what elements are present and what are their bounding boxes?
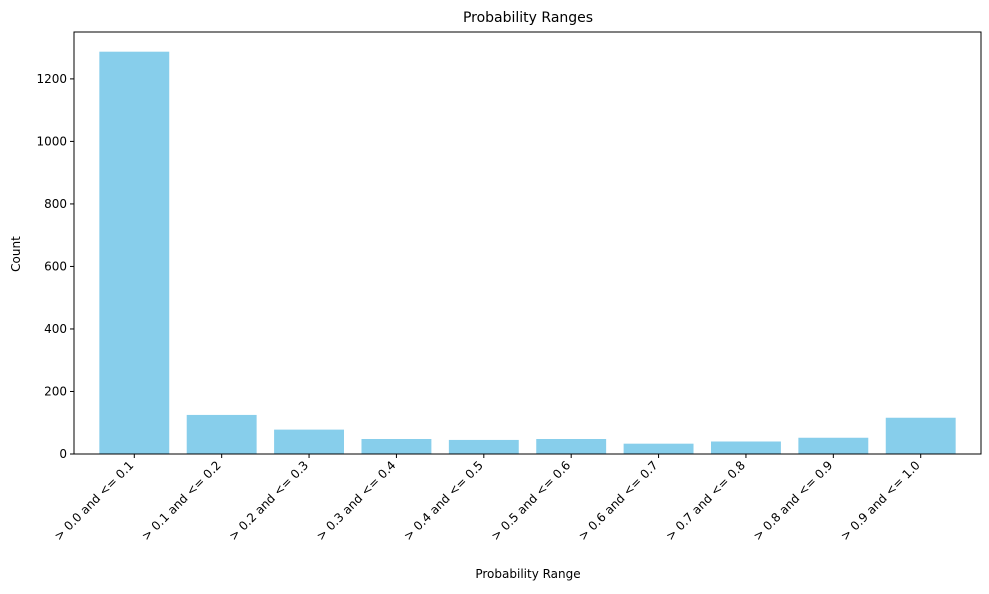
plot-frame — [73, 31, 982, 455]
y-axis-label: Count — [9, 236, 23, 272]
x-tick-label-1: > 0.0 and <= 0.1 — [51, 458, 136, 543]
y-tick-label: 400 — [44, 322, 67, 336]
y-tick-label: 1200 — [36, 72, 67, 86]
bar-2 — [186, 414, 257, 454]
bar-8 — [711, 441, 781, 454]
y-tick-label: 800 — [44, 197, 67, 211]
y-tick-label: 0 — [59, 447, 67, 461]
y-tick-label: 600 — [44, 259, 67, 273]
x-tick-label-5: > 0.4 and <= 0.5 — [401, 458, 486, 543]
x-tick-label-2: > 0.1 and <= 0.2 — [139, 458, 224, 543]
bar-10 — [885, 417, 956, 454]
x-tick-label-7: > 0.6 and <= 0.7 — [576, 458, 661, 543]
bar-4 — [361, 439, 432, 454]
x-tick-label-8: > 0.7 and <= 0.8 — [663, 458, 748, 543]
bars-group — [99, 51, 956, 454]
bar-9 — [798, 437, 869, 454]
y-tick-label: 1000 — [36, 134, 67, 148]
chart-title: Probability Ranges — [463, 10, 593, 26]
x-axis-label: Probability Range — [475, 567, 580, 581]
bar-6 — [536, 439, 607, 454]
bar-5 — [448, 439, 519, 454]
x-tick-label-9: > 0.8 and <= 0.9 — [750, 458, 835, 543]
bar-1 — [99, 51, 170, 454]
bar-7 — [623, 443, 694, 454]
y-axis: 0 200 400 600 800 1000 1200 — [36, 72, 74, 461]
x-tick-label-4: > 0.3 and <= 0.4 — [314, 458, 399, 543]
x-axis: > 0.0 and <= 0.1 > 0.1 and <= 0.2 > 0.2 an… — [51, 454, 923, 543]
bar-3 — [274, 429, 344, 454]
plot-frame-box — [73, 31, 982, 455]
x-tick-label-3: > 0.2 and <= 0.3 — [226, 458, 311, 543]
x-tick-label-10: > 0.9 and <= 1.0 — [838, 458, 923, 543]
x-tick-label-6: > 0.5 and <= 0.6 — [488, 458, 573, 543]
y-tick-label: 200 — [44, 384, 67, 398]
